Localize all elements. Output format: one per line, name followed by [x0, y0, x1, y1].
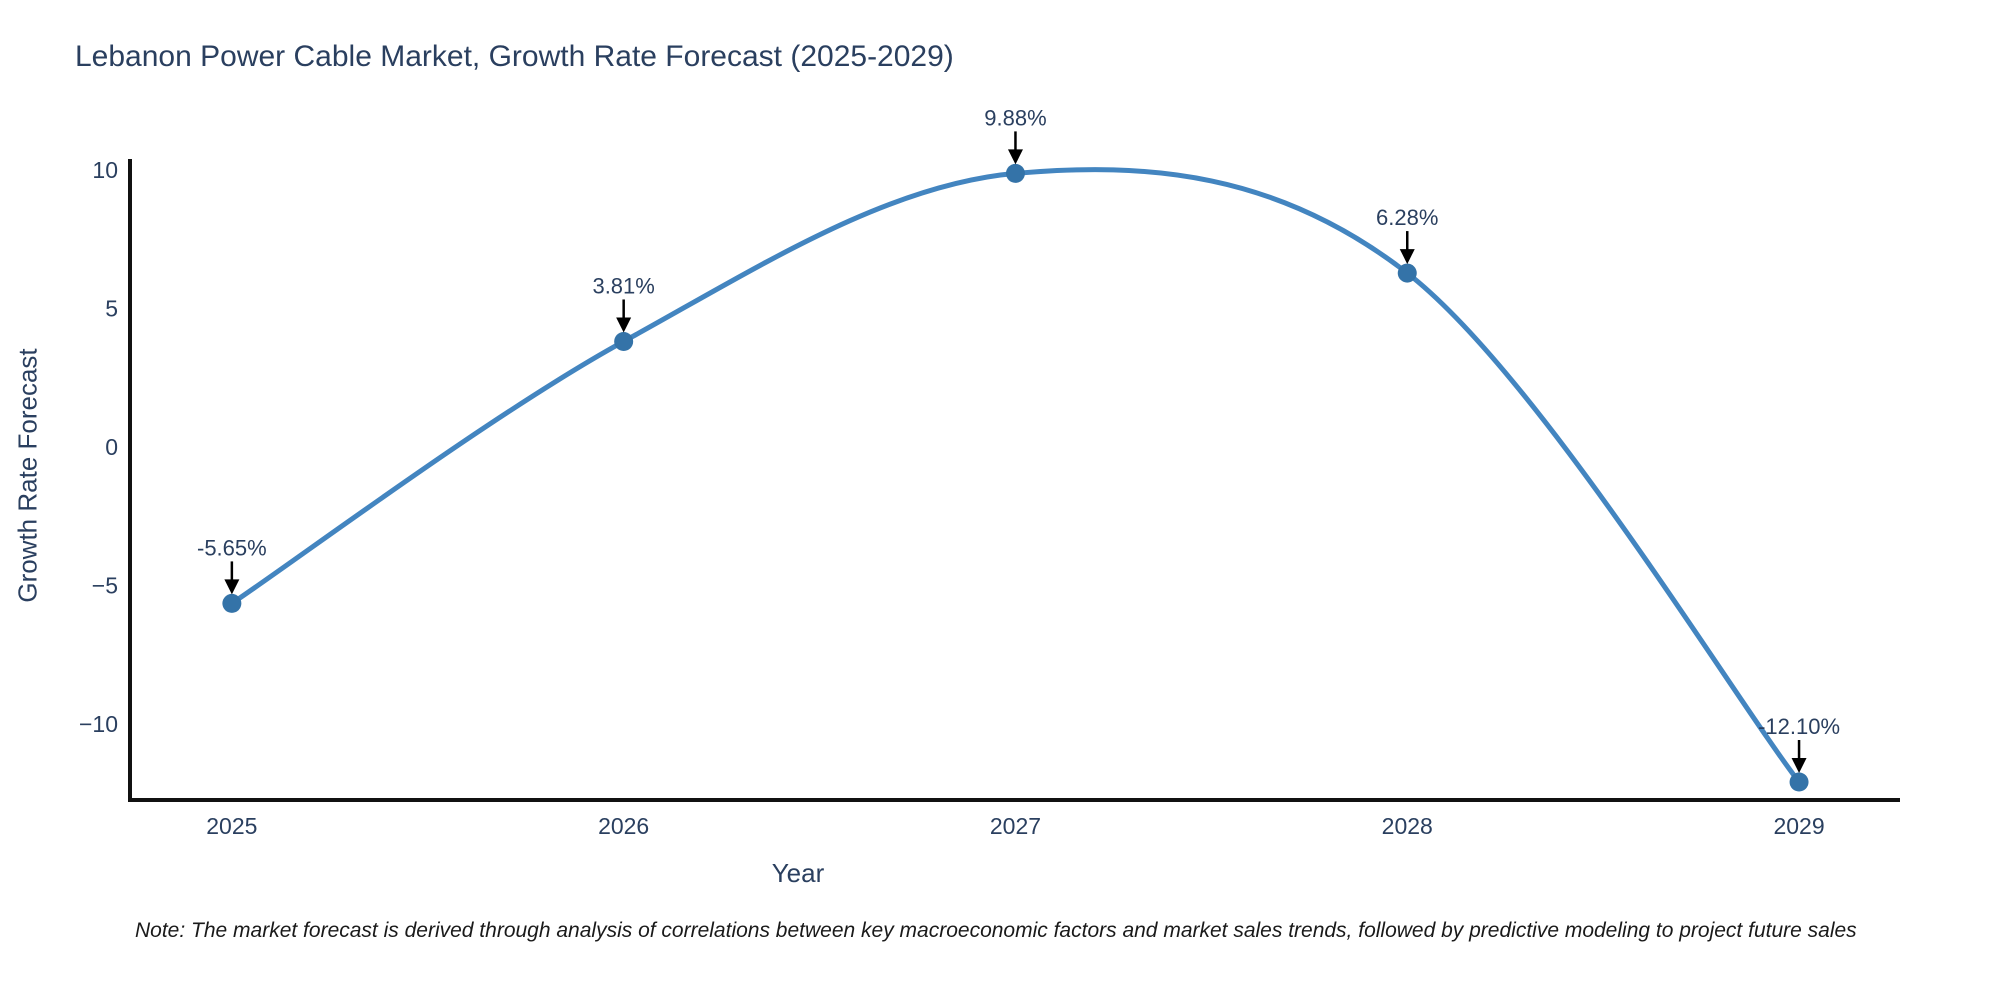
annotation-arrowhead-icon [224, 579, 240, 595]
y-tick-label: −10 [79, 711, 118, 737]
annotation-arrowhead-icon [616, 317, 632, 333]
annotation-arrowhead-icon [1791, 758, 1807, 774]
y-tick-label: 0 [105, 434, 118, 460]
x-tick-label: 2026 [598, 813, 649, 839]
data-point-marker [1789, 772, 1809, 792]
footnote: Note: The market forecast is derived thr… [135, 919, 1857, 942]
y-tick-label: −5 [92, 572, 118, 598]
x-tick-label: 2028 [1382, 813, 1433, 839]
annotation-label: -12.10% [1758, 714, 1840, 739]
data-point-marker [222, 593, 242, 613]
annotation-label: 9.88% [984, 105, 1046, 130]
x-axis-title: Year [771, 858, 825, 888]
forecast-line [229, 167, 1802, 785]
annotation-label: -5.65% [197, 535, 267, 560]
annotation-label: 6.28% [1376, 205, 1438, 230]
x-tick-label: 2025 [206, 813, 257, 839]
annotation-label: 3.81% [592, 273, 654, 298]
data-point-marker [1397, 263, 1417, 283]
x-tick-label: 2027 [990, 813, 1041, 839]
data-point-marker [614, 331, 634, 351]
annotation-arrowhead-icon [1399, 249, 1415, 265]
y-tick-label: 10 [92, 157, 118, 183]
data-point-marker [1005, 163, 1025, 183]
x-tick-label: 2029 [1773, 813, 1824, 839]
y-tick-label: 5 [105, 296, 118, 322]
annotation-arrowhead-icon [1007, 149, 1023, 165]
chart-title: Lebanon Power Cable Market, Growth Rate … [75, 40, 954, 73]
